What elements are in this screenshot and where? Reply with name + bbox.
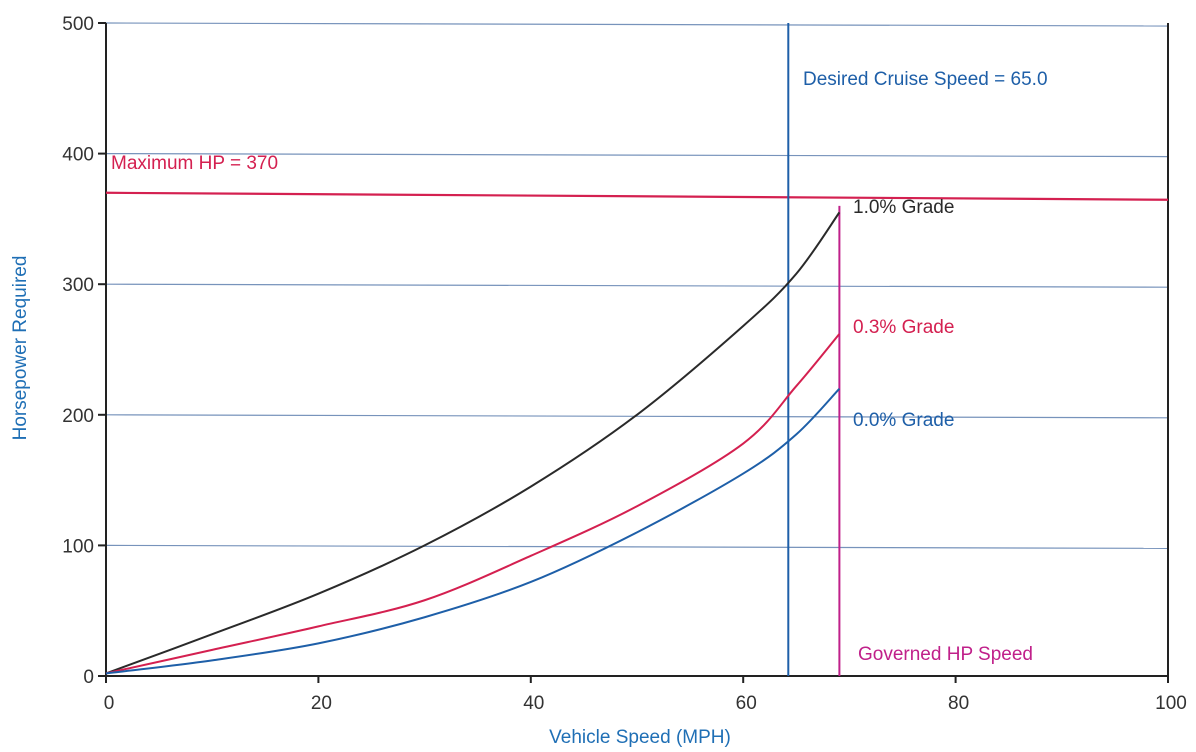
gridline-y-500 (105, 22, 1169, 27)
y-tick-label-400: 400 (62, 145, 94, 166)
governed-speed-label: Governed HP Speed (858, 644, 1033, 665)
x-tick-label-0: 0 (104, 693, 115, 714)
series-line-1 (105, 333, 841, 675)
y-tick-label-300: 300 (62, 275, 94, 296)
reference-lines (105, 23, 1169, 676)
series-label-2: 0.0% Grade (853, 410, 954, 431)
x-tick-label-80: 80 (948, 693, 969, 714)
x-tick-label-100: 100 (1155, 693, 1187, 714)
gridline-y-100 (105, 544, 1169, 550)
gridline-y-400 (105, 153, 1169, 158)
series-label-1: 0.3% Grade (853, 317, 954, 338)
axes (105, 23, 1169, 677)
annotations: Maximum HP = 370 Desired Cruise Speed = 6… (111, 69, 1048, 665)
x-tick-label-40: 40 (523, 693, 544, 714)
gridline-y-300 (105, 283, 1169, 288)
y-tick-label-500: 500 (62, 14, 94, 35)
series-curves (105, 211, 841, 675)
gridlines (105, 22, 1169, 550)
series-label-0: 1.0% Grade (853, 197, 954, 218)
gridline-y-200 (105, 414, 1169, 419)
tick-labels: 0 100 200 300 400 500 0 20 40 60 80 100 (62, 14, 1187, 714)
y-tick-label-100: 100 (62, 536, 94, 557)
y-tick-label-0: 0 (83, 667, 94, 688)
x-tick-label-20: 20 (311, 693, 332, 714)
max-hp-line (105, 191, 1169, 201)
series-line-2 (105, 387, 841, 675)
max-hp-label: Maximum HP = 370 (111, 153, 278, 174)
x-tick-label-60: 60 (736, 693, 757, 714)
y-tick-label-200: 200 (62, 406, 94, 427)
y-axis-title: Horsepower Required (10, 256, 31, 441)
cruise-speed-label: Desired Cruise Speed = 65.0 (803, 69, 1048, 90)
series-line-0 (105, 211, 841, 675)
x-axis-title: Vehicle Speed (MPH) (549, 727, 731, 748)
